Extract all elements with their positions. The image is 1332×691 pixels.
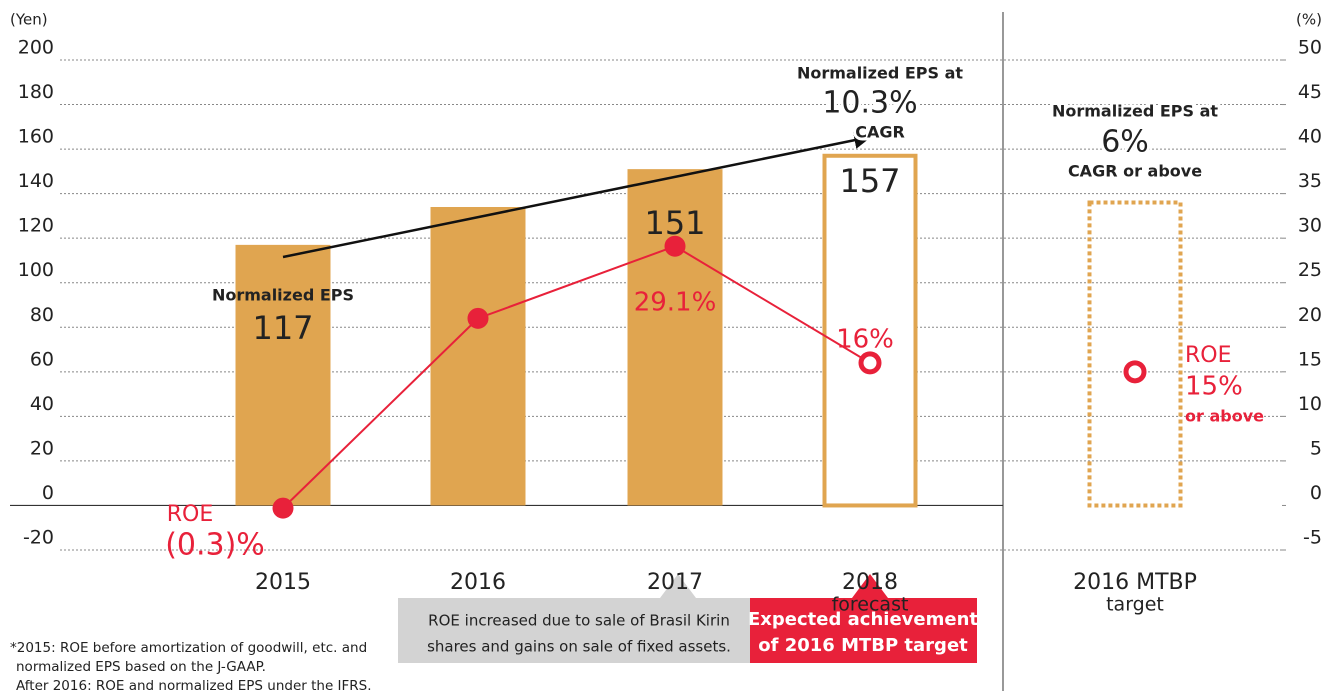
callout-text: ROE increased due to sale of Brasil Kiri… bbox=[428, 612, 730, 630]
y-tick-label: 160 bbox=[18, 126, 54, 148]
roe-value-label: 29.1% bbox=[634, 288, 717, 318]
series-label: Normalized EPS bbox=[212, 286, 354, 305]
callout-text: shares and gains on sale of fixed assets… bbox=[427, 638, 731, 656]
bar-value-label: 157 bbox=[839, 162, 900, 200]
y2-axis-label: (%) bbox=[1296, 11, 1322, 29]
footnote: *2015: ROE before amortization of goodwi… bbox=[10, 640, 367, 656]
bar bbox=[430, 207, 526, 506]
roe-point bbox=[467, 307, 489, 329]
x-tick-sublabel: target bbox=[1106, 594, 1164, 616]
cagr-value: 6% bbox=[1101, 125, 1149, 160]
y2-tick-label: 25 bbox=[1298, 259, 1322, 281]
y-tick-label: 100 bbox=[18, 259, 54, 281]
bar-value-label: 117 bbox=[252, 309, 313, 347]
roe-value-label: 16% bbox=[836, 325, 894, 355]
callout-box bbox=[398, 574, 760, 663]
callout-box bbox=[750, 574, 977, 663]
x-tick-label: 2018 bbox=[842, 570, 898, 595]
y-tick-label: 140 bbox=[18, 170, 54, 192]
y2-tick-label: 35 bbox=[1298, 170, 1322, 192]
cagr-note: CAGR bbox=[855, 123, 905, 142]
x-tick-label: 2017 bbox=[647, 570, 703, 595]
y-tick-label: 20 bbox=[30, 437, 54, 459]
x-tick-label: 2016 bbox=[450, 570, 506, 595]
y2-tick-label: 10 bbox=[1298, 393, 1322, 415]
bar bbox=[822, 153, 918, 508]
y2-tick-label: 30 bbox=[1298, 215, 1322, 237]
roe-point bbox=[272, 497, 294, 519]
roe-target-text: ROE bbox=[1185, 343, 1232, 368]
y2-tick-label: 50 bbox=[1298, 37, 1322, 59]
callout-text: Expected achievement bbox=[748, 609, 978, 630]
y2-tick-label: 20 bbox=[1298, 304, 1322, 326]
x-tick-label: 2016 MTBP bbox=[1073, 570, 1197, 595]
y-tick-label: 60 bbox=[30, 348, 54, 370]
roe-point bbox=[858, 351, 882, 375]
cagr-label: Normalized EPS at bbox=[1052, 102, 1218, 121]
y2-tick-label: 45 bbox=[1298, 81, 1322, 103]
series-label: ROE bbox=[167, 502, 214, 527]
y-tick-label: 80 bbox=[30, 304, 54, 326]
bar bbox=[1087, 200, 1183, 508]
roe-target-text: 15% bbox=[1185, 372, 1243, 402]
y-tick-label: 200 bbox=[18, 37, 54, 59]
roe-target-text: or above bbox=[1185, 407, 1264, 426]
cagr-arrow bbox=[282, 131, 872, 259]
y-tick-label: 180 bbox=[18, 81, 54, 103]
roe-line bbox=[282, 245, 871, 509]
x-tick-sublabel: forecast bbox=[832, 594, 909, 616]
callout-text: of 2016 MTBP target bbox=[758, 635, 968, 656]
y2-tick-label: 15 bbox=[1298, 348, 1322, 370]
bar bbox=[627, 169, 723, 506]
cagr-note: CAGR or above bbox=[1068, 162, 1202, 181]
cagr-label: Normalized EPS at bbox=[797, 64, 963, 83]
y-tick-label: 40 bbox=[30, 393, 54, 415]
y2-tick-label: 0 bbox=[1310, 482, 1322, 504]
bar-value-label: 151 bbox=[644, 204, 705, 242]
bar bbox=[235, 244, 331, 506]
y-tick-label: -20 bbox=[23, 527, 54, 549]
x-tick-label: 2015 bbox=[255, 570, 311, 595]
y-axis-label: (Yen) bbox=[10, 11, 48, 29]
y2-tick-label: 5 bbox=[1310, 437, 1322, 459]
y2-tick-label: 40 bbox=[1298, 126, 1322, 148]
roe-point bbox=[664, 235, 686, 257]
y-tick-label: 0 bbox=[42, 482, 54, 504]
roe-target-point bbox=[1123, 360, 1147, 384]
y-tick-label: 120 bbox=[18, 215, 54, 237]
footnote: normalized EPS based on the J-GAAP. bbox=[16, 659, 266, 675]
footnote: After 2016: ROE and normalized EPS under… bbox=[16, 678, 372, 691]
y2-tick-label: -5 bbox=[1303, 527, 1322, 549]
roe-value-label: (0.3)% bbox=[165, 528, 265, 563]
cagr-value: 10.3% bbox=[822, 86, 917, 121]
